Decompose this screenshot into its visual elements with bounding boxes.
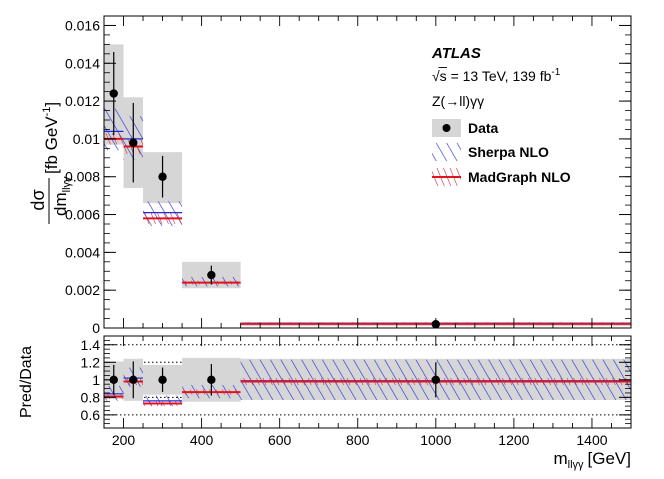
ratio-y-tick-label: 0.8 <box>81 389 101 405</box>
ylabel-unit: [fb GeV-1] <box>41 102 61 174</box>
x-tick-label: 600 <box>268 432 292 448</box>
x-tick-label: 1000 <box>420 432 451 448</box>
energy-lumi-label: √s = 13 TeV, 139 fb-1 <box>432 67 561 84</box>
y-tick-label: 0.016 <box>65 17 100 33</box>
ratio-data-point <box>129 375 138 385</box>
ylabel-numerator: dσ <box>28 189 48 210</box>
main-y-axis: 0 0.002 0.004 0.006 0.008 0.01 0.012 0.014 0.016 <box>65 15 631 336</box>
ratio-y-tick-label: 1.2 <box>81 354 101 370</box>
xlabel-sub: llγγ <box>568 459 584 471</box>
ylabel-denominator-sub: llγγ <box>61 176 73 192</box>
data-point <box>158 172 167 181</box>
x-tick-label: 1200 <box>498 432 529 448</box>
x-tick-label: 400 <box>190 432 214 448</box>
ratio-data-point <box>207 375 216 385</box>
ylabel-denominator-main: dm <box>51 192 70 216</box>
ratio-y-tick-label: 1 <box>92 372 100 388</box>
data-point <box>109 89 118 98</box>
ratio-x-axis: 200 400 600 800 1000 1200 1400 <box>112 336 632 448</box>
y-tick-label: 0.012 <box>65 93 100 109</box>
xlabel-main: m <box>553 449 567 468</box>
main-x-axis-ticks <box>123 16 632 328</box>
ratio-y-axis: 0.6 0.81 1.21.4 <box>81 337 631 425</box>
main-uncertainty-bands <box>104 44 631 327</box>
ratio-y-tick-label: 1.4 <box>81 337 101 353</box>
legend: Data Sherpa NLO MadGraph NLO <box>432 119 571 186</box>
ratio-data-point <box>158 375 167 385</box>
ratio-data-points <box>109 361 441 399</box>
legend-data-label: Data <box>468 120 499 136</box>
ratio-y-tick-label: 0.6 <box>81 407 101 423</box>
ylabel-denominator: dmllγγ <box>51 176 73 216</box>
ratio-data-point <box>431 375 441 385</box>
data-point <box>207 270 216 280</box>
y-tick-label: 0.01 <box>73 131 100 147</box>
ratio-panel-frame <box>103 335 632 429</box>
y-tick-label: 0 <box>92 320 100 336</box>
y-tick-label: 0.002 <box>65 282 100 298</box>
x-tick-label: 1400 <box>576 432 607 448</box>
y-tick-label: 0.008 <box>65 169 100 185</box>
legend-data-marker <box>442 124 451 132</box>
y-tick-label: 0.004 <box>65 244 100 260</box>
ratio-uncertainty-bands <box>104 357 631 407</box>
energy-lumi-sup: -1 <box>551 67 560 78</box>
ylabel-unit-sup: -1 <box>41 107 53 117</box>
legend-sherpa-label: Sherpa NLO <box>468 144 549 160</box>
ylabel-unit-close: ] <box>42 102 61 107</box>
data-point <box>129 138 138 147</box>
main-data-points <box>109 51 441 329</box>
x-axis-label: mllγγ [GeV] <box>553 449 631 471</box>
energy-lumi-main: √s = 13 TeV, 139 fb <box>432 68 552 84</box>
y-tick-label: 0.014 <box>65 55 100 71</box>
process-label: Z(→ll)γγ <box>432 93 484 109</box>
atlas-label: ATLAS <box>431 45 481 62</box>
x-tick-label: 800 <box>346 432 370 448</box>
ratio-y-axis-label: Pred/Data <box>18 346 35 418</box>
ylabel-unit-main: [fb GeV <box>42 116 61 174</box>
xlabel-unit: [GeV] <box>588 449 631 468</box>
legend-madgraph-label: MadGraph NLO <box>468 169 571 185</box>
legend-sherpa-swatch <box>432 143 461 161</box>
x-tick-label: 200 <box>112 432 136 448</box>
main-panel-frame <box>103 15 632 329</box>
main-y-axis-label: dσ dmllγγ [fb GeV-1] <box>28 102 73 224</box>
y-tick-label: 0.006 <box>65 207 100 223</box>
